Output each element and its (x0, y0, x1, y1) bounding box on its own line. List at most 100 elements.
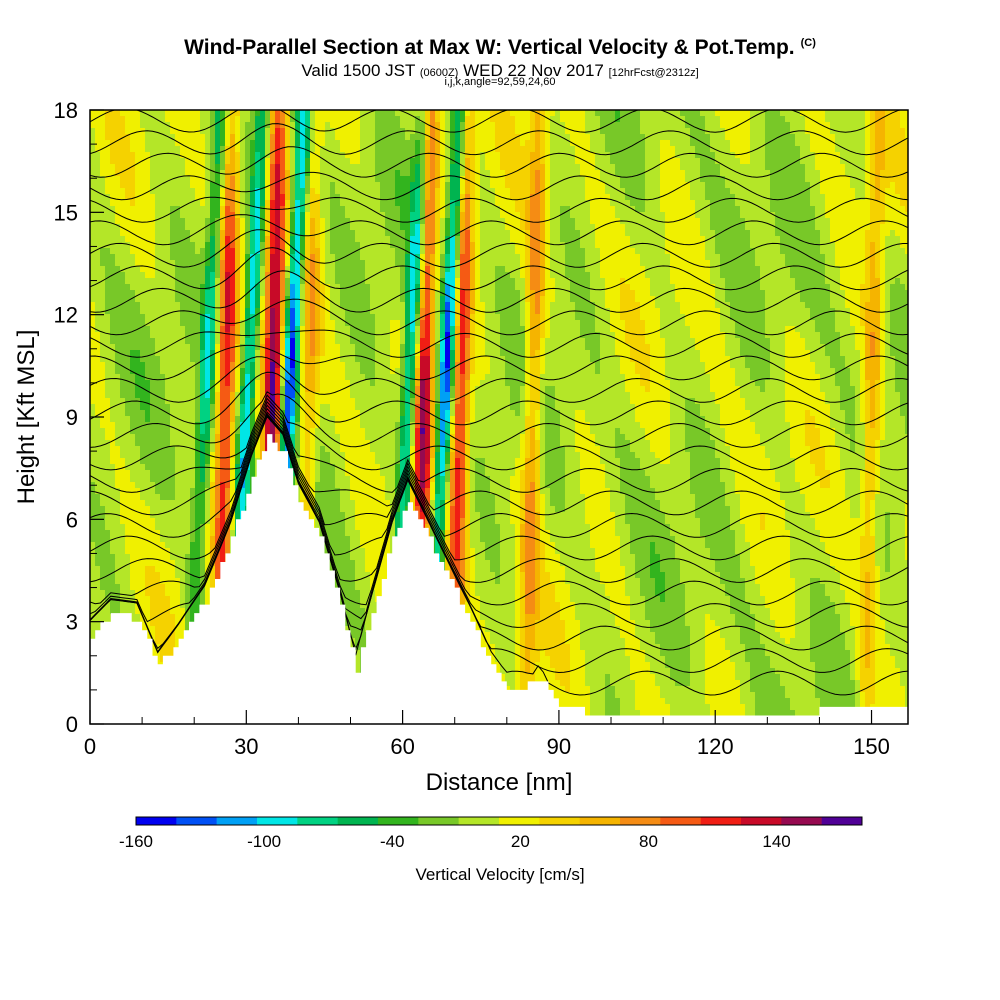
velocity-cell (170, 566, 176, 573)
velocity-cell (240, 398, 246, 405)
velocity-cell (260, 272, 266, 279)
velocity-cell (225, 482, 231, 489)
velocity-cell (180, 230, 186, 237)
velocity-cell (185, 458, 191, 465)
velocity-cell (285, 122, 291, 129)
velocity-cell (230, 194, 236, 201)
velocity-cell (200, 500, 206, 507)
velocity-cell (310, 434, 316, 441)
velocity-cell (135, 416, 141, 423)
velocity-cell (235, 374, 241, 381)
velocity-cell (100, 260, 106, 267)
velocity-cell (160, 386, 166, 393)
velocity-cell (135, 350, 141, 357)
velocity-cell (195, 338, 201, 345)
velocity-cell (215, 434, 221, 441)
velocity-cell (95, 614, 101, 621)
velocity-cell (200, 446, 206, 453)
velocity-cell (195, 158, 201, 165)
velocity-cell (140, 452, 146, 459)
velocity-cell (120, 260, 126, 267)
velocity-cell (225, 530, 231, 537)
velocity-cell (100, 416, 106, 423)
velocity-cell (135, 242, 141, 249)
velocity-cell (280, 212, 286, 219)
velocity-cell (120, 482, 126, 489)
velocity-cell (270, 146, 276, 153)
velocity-cell (120, 356, 126, 363)
velocity-cell (135, 422, 141, 429)
velocity-cell (305, 350, 311, 357)
velocity-cell (120, 146, 126, 153)
velocity-cell (155, 500, 161, 507)
velocity-cell (100, 470, 106, 477)
velocity-cell (250, 356, 256, 363)
velocity-cell (110, 152, 116, 159)
velocity-cell (90, 440, 96, 447)
velocity-cell (225, 542, 231, 549)
velocity-cell (110, 242, 116, 249)
velocity-cell (305, 242, 311, 249)
velocity-cell (150, 170, 156, 177)
velocity-cell (165, 518, 171, 525)
velocity-cell (200, 284, 206, 291)
velocity-cell (200, 224, 206, 231)
velocity-cell (185, 488, 191, 495)
velocity-cell (300, 338, 306, 345)
velocity-cell (200, 530, 206, 537)
velocity-cell (310, 248, 316, 255)
velocity-cell (110, 164, 116, 171)
velocity-cell (95, 140, 101, 147)
velocity-cell (205, 182, 211, 189)
velocity-cell (205, 338, 211, 345)
velocity-cell (295, 116, 301, 123)
velocity-cell (150, 530, 156, 537)
velocity-cell (130, 512, 136, 519)
velocity-cell (155, 518, 161, 525)
velocity-cell (110, 176, 116, 183)
velocity-cell (235, 398, 241, 405)
velocity-cell (135, 146, 141, 153)
velocity-cell (225, 428, 231, 435)
velocity-cell (265, 158, 271, 165)
velocity-cell (110, 350, 116, 357)
velocity-cell (150, 224, 156, 231)
velocity-cell (285, 332, 291, 339)
velocity-cell (200, 524, 206, 531)
velocity-cell (145, 470, 151, 477)
velocity-cell (300, 200, 306, 207)
velocity-cell (280, 368, 286, 375)
velocity-cell (300, 380, 306, 387)
velocity-cell (135, 356, 141, 363)
velocity-cell (90, 458, 96, 465)
velocity-cell (165, 500, 171, 507)
velocity-cell (160, 620, 166, 627)
velocity-cell (240, 434, 246, 441)
velocity-cell (130, 326, 136, 333)
velocity-cell (310, 188, 316, 195)
velocity-cell (105, 302, 111, 309)
velocity-cell (200, 212, 206, 219)
velocity-cell (245, 122, 251, 129)
velocity-cell (195, 440, 201, 447)
velocity-cell (175, 116, 181, 123)
velocity-cell (165, 236, 171, 243)
velocity-cell (290, 170, 296, 177)
velocity-cell (165, 542, 171, 549)
velocity-cell (210, 578, 216, 585)
velocity-cell (175, 362, 181, 369)
velocity-cell (280, 146, 286, 153)
velocity-cell (215, 230, 221, 237)
velocity-cell (205, 386, 211, 393)
velocity-cell (300, 128, 306, 135)
velocity-cell (275, 284, 281, 291)
velocity-cell (120, 218, 126, 225)
velocity-cell (320, 272, 326, 279)
velocity-cell (330, 158, 336, 165)
velocity-cell (200, 344, 206, 351)
velocity-cell (110, 386, 116, 393)
velocity-cell (165, 380, 171, 387)
velocity-cell (150, 326, 156, 333)
velocity-cell (135, 110, 141, 117)
velocity-cell (170, 590, 176, 597)
